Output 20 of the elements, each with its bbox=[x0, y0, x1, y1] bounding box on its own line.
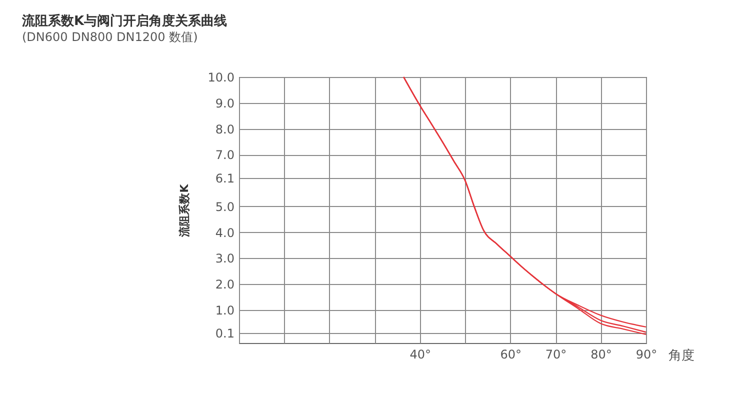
y-tick-label: 4.0 bbox=[215, 226, 234, 240]
y-tick-label: 0.1 bbox=[215, 326, 234, 341]
x-tick-label: 80° bbox=[590, 348, 612, 362]
y-tick-label: 7.0 bbox=[215, 148, 234, 162]
x-tick-label: 90° bbox=[636, 348, 658, 362]
y-tick-label: 9.0 bbox=[215, 96, 234, 110]
text: (DN600 DN800 DN1200 数值) bbox=[22, 30, 198, 44]
y-axis-title: 流阻系数K bbox=[178, 184, 191, 238]
y-tick-label: 1.0 bbox=[215, 303, 234, 318]
y-tick-label: 10.0 bbox=[208, 70, 234, 84]
y-tick-label: 6.1 bbox=[215, 171, 234, 186]
x-tick-label: 40° bbox=[410, 348, 432, 362]
x-tick-label: 60° bbox=[500, 348, 522, 362]
y-tick-label: 2.0 bbox=[215, 278, 234, 292]
y-tick-label: 5.0 bbox=[215, 200, 234, 214]
x-tick-label: 70° bbox=[545, 348, 567, 362]
y-tick-label: 8.0 bbox=[215, 122, 234, 136]
x-axis-title: 角度 bbox=[668, 348, 694, 364]
text: 流阻系数K与阀门开启角度关系曲线 bbox=[21, 13, 228, 29]
y-tick-label: 3.0 bbox=[215, 252, 234, 266]
